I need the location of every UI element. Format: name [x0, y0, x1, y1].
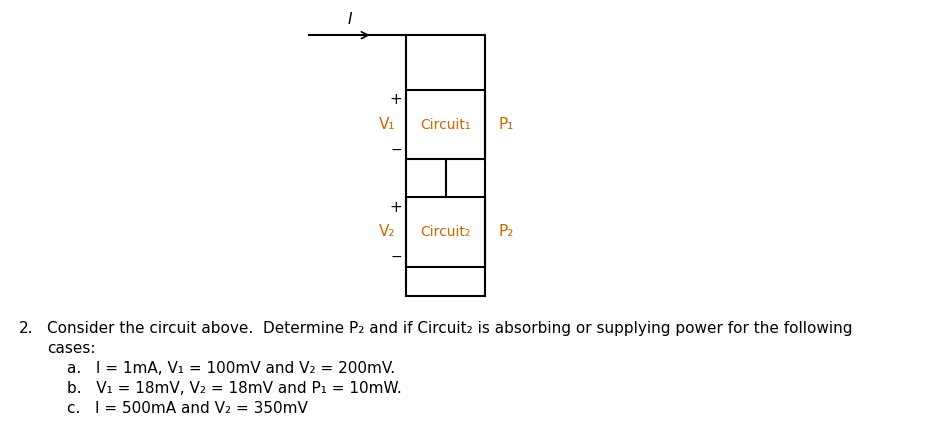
Text: b.   V₁ = 18mV, V₂ = 18mV and P₁ = 10mW.: b. V₁ = 18mV, V₂ = 18mV and P₁ = 10mW. [67, 381, 402, 396]
Text: −: − [391, 250, 403, 264]
Text: Circuit₁: Circuit₁ [421, 117, 471, 131]
Text: +: + [390, 92, 403, 107]
Text: c.   I = 500mA and V₂ = 350mV: c. I = 500mA and V₂ = 350mV [67, 401, 308, 416]
Text: V₁: V₁ [379, 117, 395, 132]
Text: −: − [391, 142, 403, 156]
Bar [406, 90, 485, 159]
Text: V₂: V₂ [379, 224, 395, 240]
Text: I: I [348, 12, 352, 27]
Text: P₂: P₂ [499, 224, 514, 240]
Text: Circuit₂: Circuit₂ [421, 225, 471, 239]
Text: cases:: cases: [47, 341, 96, 356]
Text: P₁: P₁ [499, 117, 514, 132]
Text: +: + [390, 200, 403, 215]
Bar [406, 197, 485, 267]
Text: Consider the circuit above.  Determine P₂ and if Circuit₂ is absorbing or supply: Consider the circuit above. Determine P₂… [47, 321, 852, 336]
Text: a.   I = 1mA, V₁ = 100mV and V₂ = 200mV.: a. I = 1mA, V₁ = 100mV and V₂ = 200mV. [67, 361, 395, 376]
Text: 2.: 2. [19, 321, 33, 336]
